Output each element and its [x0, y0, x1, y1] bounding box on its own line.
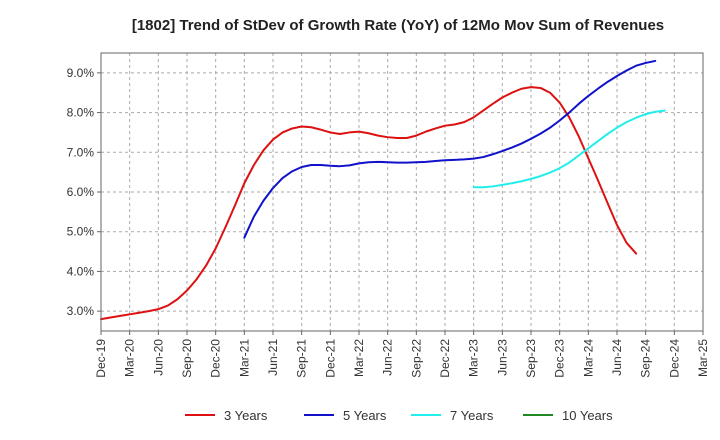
legend: 3 Years 5 Years 7 Years 10 Years	[185, 408, 613, 423]
x-tick-label: Jun-22	[381, 339, 395, 376]
x-tick-label: Mar-24	[581, 339, 595, 377]
x-tick-label: Dec-20	[209, 339, 223, 378]
x-tick-label: Jun-24	[610, 339, 624, 376]
legend-label-7-years: 7 Years	[450, 408, 494, 423]
x-tick-label: Sep-22	[409, 339, 423, 378]
x-tick-label: Mar-21	[237, 339, 251, 377]
y-tick-label: 6.0%	[67, 185, 95, 199]
legend-label-5-years: 5 Years	[343, 408, 387, 423]
x-tick-label: Mar-25	[696, 339, 710, 377]
x-tick-label: Mar-22	[352, 339, 366, 377]
x-tick-label: Sep-20	[180, 339, 194, 378]
y-tick-label: 3.0%	[67, 304, 95, 318]
x-tick-label: Mar-23	[467, 339, 481, 377]
grid-lines	[101, 53, 703, 331]
x-tick-label: Dec-24	[667, 339, 681, 378]
x-tick-label: Jun-21	[266, 339, 280, 376]
y-axis-ticks: 3.0% 4.0% 5.0% 6.0% 7.0% 8.0% 9.0%	[67, 66, 101, 318]
x-tick-label: Dec-19	[94, 339, 108, 378]
y-tick-label: 4.0%	[67, 264, 95, 278]
x-tick-label: Dec-23	[553, 339, 567, 378]
x-tick-label: Jun-23	[495, 339, 509, 376]
x-tick-label: Sep-23	[524, 339, 538, 378]
y-tick-label: 9.0%	[67, 66, 95, 80]
x-tick-label: Dec-22	[438, 339, 452, 378]
series-line-7-years	[472, 109, 666, 189]
legend-label-3-years: 3 Years	[224, 408, 268, 423]
y-tick-label: 5.0%	[67, 225, 95, 239]
y-tick-label: 8.0%	[67, 106, 95, 120]
y-tick-label: 7.0%	[67, 145, 95, 159]
x-tick-label: Sep-21	[295, 339, 309, 378]
x-tick-label: Sep-24	[639, 339, 653, 378]
x-tick-label: Jun-20	[151, 339, 165, 376]
x-axis-ticks: Dec-19 Mar-20 Jun-20 Sep-20 Dec-20 Mar-21 Jun-…	[94, 331, 710, 378]
plot-frame	[100, 52, 704, 332]
series-line-3-years	[100, 86, 638, 321]
legend-label-10-years: 10 Years	[562, 408, 613, 423]
x-tick-label: Dec-21	[323, 339, 337, 378]
x-tick-label: Mar-20	[123, 339, 137, 377]
series-line-5-years	[243, 59, 657, 239]
series-lines	[100, 59, 666, 321]
chart-title: [1802] Trend of StDev of Growth Rate (Yo…	[132, 17, 664, 34]
